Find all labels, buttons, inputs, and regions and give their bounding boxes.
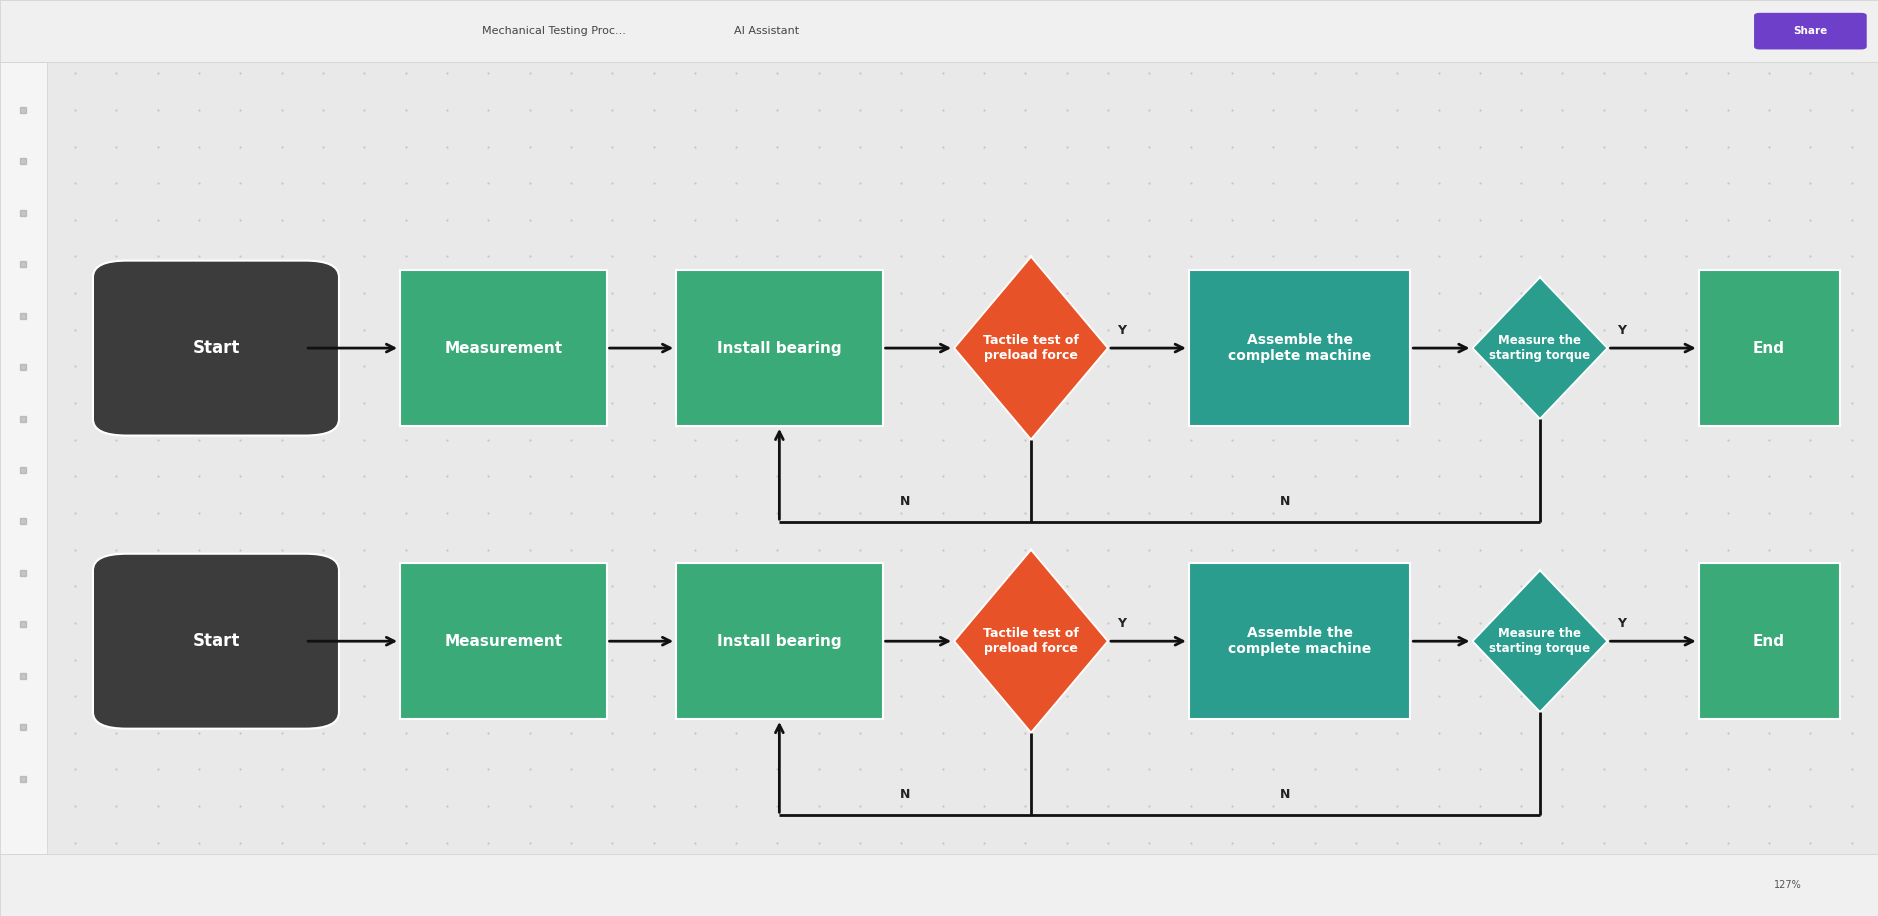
- Text: Mechanical Testing Proc...: Mechanical Testing Proc...: [483, 27, 625, 36]
- Polygon shape: [1472, 570, 1608, 713]
- FancyBboxPatch shape: [400, 270, 607, 426]
- Polygon shape: [954, 256, 1108, 440]
- Text: Install bearing: Install bearing: [717, 634, 841, 649]
- Text: Measurement: Measurement: [445, 341, 562, 355]
- Text: N: N: [900, 496, 911, 508]
- FancyBboxPatch shape: [0, 0, 1878, 62]
- FancyBboxPatch shape: [676, 270, 883, 426]
- Text: End: End: [1752, 634, 1786, 649]
- Text: Y: Y: [1117, 324, 1127, 337]
- Text: End: End: [1752, 341, 1786, 355]
- FancyBboxPatch shape: [1189, 563, 1410, 719]
- Text: N: N: [900, 789, 911, 802]
- Text: Start: Start: [192, 339, 240, 357]
- Text: Start: Start: [192, 632, 240, 650]
- Text: AI Assistant: AI Assistant: [734, 27, 798, 36]
- FancyBboxPatch shape: [676, 563, 883, 719]
- Text: Install bearing: Install bearing: [717, 341, 841, 355]
- Text: N: N: [1281, 496, 1290, 508]
- Text: Measure the
starting torque: Measure the starting torque: [1489, 627, 1591, 655]
- Text: Y: Y: [1617, 617, 1626, 630]
- Polygon shape: [954, 550, 1108, 733]
- Text: Measurement: Measurement: [445, 634, 562, 649]
- FancyBboxPatch shape: [94, 260, 338, 436]
- FancyBboxPatch shape: [0, 854, 1878, 916]
- Text: N: N: [1281, 789, 1290, 802]
- Text: Share: Share: [1793, 27, 1827, 36]
- FancyBboxPatch shape: [1754, 13, 1867, 49]
- Polygon shape: [1472, 278, 1608, 420]
- Text: Y: Y: [1617, 324, 1626, 337]
- FancyBboxPatch shape: [400, 563, 607, 719]
- Text: 127%: 127%: [1775, 880, 1801, 889]
- FancyBboxPatch shape: [1698, 270, 1839, 426]
- FancyBboxPatch shape: [94, 553, 338, 729]
- Text: Assemble the
complete machine: Assemble the complete machine: [1228, 333, 1371, 363]
- Text: Tactile test of
preload force: Tactile test of preload force: [982, 334, 1080, 362]
- FancyBboxPatch shape: [1698, 563, 1839, 719]
- FancyBboxPatch shape: [1189, 270, 1410, 426]
- Text: Tactile test of
preload force: Tactile test of preload force: [982, 627, 1080, 655]
- FancyBboxPatch shape: [0, 62, 47, 854]
- Text: Measure the
starting torque: Measure the starting torque: [1489, 334, 1591, 362]
- Text: Assemble the
complete machine: Assemble the complete machine: [1228, 627, 1371, 656]
- Text: Y: Y: [1117, 617, 1127, 630]
